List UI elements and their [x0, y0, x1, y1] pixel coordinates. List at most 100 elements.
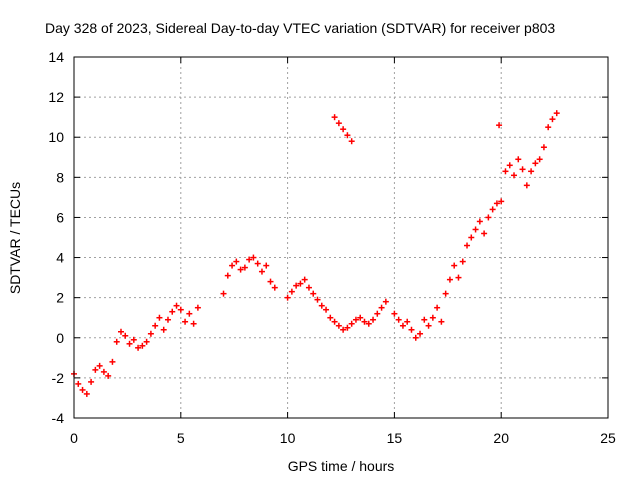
data-point	[224, 272, 231, 279]
data-point	[130, 336, 137, 343]
data-point	[502, 168, 509, 175]
data-point	[92, 366, 99, 373]
data-point	[271, 284, 278, 291]
data-point	[229, 262, 236, 269]
data-point	[310, 290, 317, 297]
data-point	[297, 280, 304, 287]
y-tick-label: -2	[52, 370, 65, 386]
data-point	[186, 310, 193, 317]
data-point	[399, 322, 406, 329]
data-point	[126, 340, 133, 347]
y-tick-label: 6	[56, 209, 64, 225]
data-point	[293, 282, 300, 289]
x-axis-label: GPS time / hours	[288, 458, 395, 474]
tick-labels: 0 5 10 15 20 25 -4 -2 0 2 4 6 8 10 12 14	[48, 49, 616, 446]
data-point	[549, 116, 556, 123]
x-tick-label: 15	[387, 430, 403, 446]
data-point	[532, 160, 539, 167]
data-point	[472, 226, 479, 233]
data-point	[83, 390, 90, 397]
data-point	[335, 322, 342, 329]
data-point	[404, 318, 411, 325]
x-tick-label: 25	[600, 430, 616, 446]
data-point	[314, 296, 321, 303]
data-point	[446, 276, 453, 283]
data-point	[489, 206, 496, 213]
data-point	[220, 290, 227, 297]
data-point	[421, 316, 428, 323]
data-point	[88, 378, 95, 385]
y-tick-label: 10	[48, 129, 64, 145]
axis-ticks	[73, 56, 609, 419]
data-point	[536, 156, 543, 163]
data-point	[485, 214, 492, 221]
data-point	[284, 294, 291, 301]
data-point	[553, 110, 560, 117]
data-point	[156, 314, 163, 321]
data-point	[408, 326, 415, 333]
y-axis-label: SDTVAR / TECUs	[7, 182, 23, 294]
data-point	[340, 126, 347, 133]
data-point	[481, 230, 488, 237]
data-point	[288, 288, 295, 295]
data-point	[344, 132, 351, 139]
data-point	[241, 264, 248, 271]
data-point	[455, 274, 462, 281]
x-tick-label: 20	[493, 430, 509, 446]
data-point	[143, 338, 150, 345]
y-tick-label: 14	[48, 49, 64, 65]
data-point	[382, 298, 389, 305]
data-point	[412, 334, 419, 341]
data-point	[348, 320, 355, 327]
data-point	[370, 316, 377, 323]
data-point	[348, 138, 355, 145]
data-point	[498, 198, 505, 205]
data-point	[365, 320, 372, 327]
data-point	[476, 218, 483, 225]
grid-lines	[74, 57, 608, 418]
data-point	[169, 308, 176, 315]
y-tick-label: 2	[56, 290, 64, 306]
data-point	[374, 310, 381, 317]
y-tick-label: 8	[56, 169, 64, 185]
data-point	[331, 114, 338, 121]
data-point	[254, 260, 261, 267]
data-point	[357, 314, 364, 321]
data-point	[237, 266, 244, 273]
data-point	[395, 316, 402, 323]
data-point	[135, 344, 142, 351]
data-point	[160, 326, 167, 333]
data-point	[263, 262, 270, 269]
data-point	[335, 120, 342, 127]
data-point	[96, 362, 103, 369]
data-point	[331, 318, 338, 325]
data-point	[318, 302, 325, 309]
data-point	[173, 302, 180, 309]
data-point	[352, 316, 359, 323]
data-point	[540, 144, 547, 151]
data-point	[361, 318, 368, 325]
data-point	[113, 338, 120, 345]
data-point	[442, 290, 449, 297]
data-point	[545, 124, 552, 131]
data-point	[117, 328, 124, 335]
y-tick-label: -4	[52, 410, 65, 426]
data-point	[164, 316, 171, 323]
data-point	[246, 256, 253, 263]
data-point	[417, 330, 424, 337]
data-point	[340, 326, 347, 333]
data-point	[327, 314, 334, 321]
chart-title: Day 328 of 2023, Sidereal Day-to-day VTE…	[45, 20, 555, 36]
x-tick-label: 5	[177, 430, 185, 446]
data-point	[523, 182, 530, 189]
y-tick-label: 12	[48, 89, 64, 105]
data-point	[233, 258, 240, 265]
data-point	[79, 386, 86, 393]
y-tick-label: 0	[56, 330, 64, 346]
data-point	[506, 162, 513, 169]
data-point	[139, 342, 146, 349]
data-point	[451, 262, 458, 269]
data-point	[528, 168, 535, 175]
